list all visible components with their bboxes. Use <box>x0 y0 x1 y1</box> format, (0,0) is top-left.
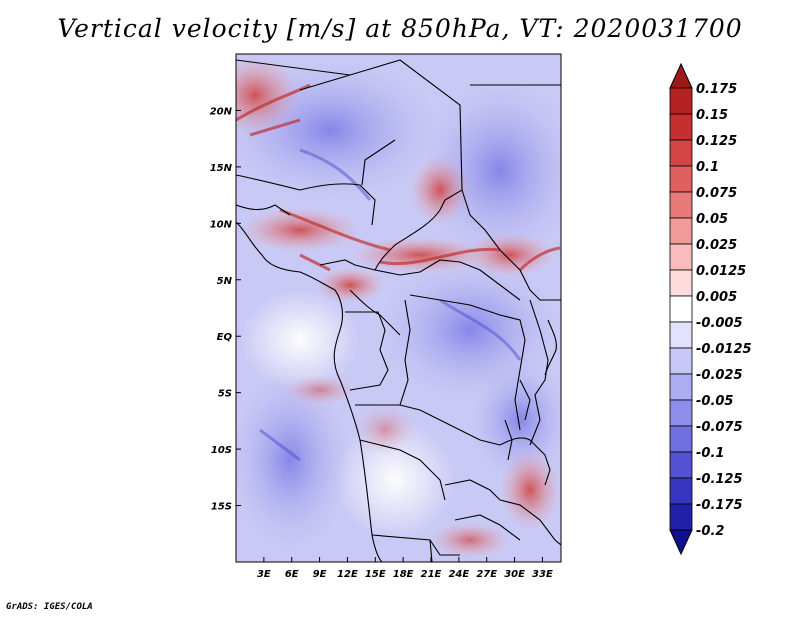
colorbar-label: 0.175 <box>696 82 737 97</box>
colorbar: 0.175 0.15 0.125 0.1 0.075 0.05 0.025 0.0125 0.0… <box>669 62 752 556</box>
colorbar-label: 0.1 <box>696 160 719 175</box>
colorbar-swatch <box>669 373 693 401</box>
map-frame <box>235 53 562 563</box>
lon-label: 15E <box>365 569 386 580</box>
lon-label: 3E <box>257 569 271 580</box>
colorbar-label: -0.2 <box>696 524 724 539</box>
colorbar-swatch <box>669 503 693 531</box>
colorbar-label: 0.05 <box>696 212 728 227</box>
colorbar-label: 0.0125 <box>696 264 746 279</box>
colorbar-label: 0.005 <box>696 290 737 305</box>
lon-label: 24E <box>448 569 469 580</box>
colorbar-swatch <box>669 477 693 505</box>
colorbar-label: 0.15 <box>696 108 728 123</box>
longitude-axis: 3E 6E 9E 12E 15E 18E 21E 24E 27E 30E 33E <box>257 557 553 580</box>
colorbar-swatch <box>669 217 693 245</box>
colorbar-swatch <box>669 243 693 271</box>
country-borders <box>236 59 561 562</box>
lon-label: 6E <box>285 569 299 580</box>
colorbar-swatch <box>669 165 693 193</box>
colorbar-swatch <box>669 113 693 141</box>
map-title: Vertical velocity [m/s] at 850hPa, VT: 2… <box>57 14 743 43</box>
colorbar-label: 0.075 <box>696 186 737 201</box>
colorbar-swatch <box>669 269 693 297</box>
colorbar-swatch <box>669 347 693 375</box>
colorbar-label: -0.005 <box>696 316 743 331</box>
colorbar-label: 0.125 <box>696 134 737 149</box>
colorbar-swatch <box>669 87 693 115</box>
colorbar-label: -0.025 <box>696 368 743 383</box>
grads-credit: GrADS: IGES/COLA <box>6 602 93 612</box>
lat-label: 10S <box>211 445 232 456</box>
lat-label: 5S <box>218 389 232 400</box>
velocity-field <box>236 54 561 562</box>
lat-label: 15N <box>210 163 233 174</box>
colorbar-label: -0.075 <box>696 420 743 435</box>
colorbar-swatch <box>669 425 693 453</box>
colorbar-swatch <box>669 321 693 349</box>
lon-label: 18E <box>393 569 414 580</box>
colorbar-swatch <box>669 451 693 479</box>
lon-label: 30E <box>504 569 525 580</box>
colorbar-swatch <box>669 295 693 323</box>
colorbar-label: -0.0125 <box>696 342 752 357</box>
lat-label: 20N <box>210 106 233 117</box>
colorbar-label: -0.125 <box>696 472 743 487</box>
lat-label: 15S <box>211 502 232 513</box>
colorbar-swatch <box>669 399 693 427</box>
lon-label: 27E <box>476 569 497 580</box>
colorbar-swatch <box>669 191 693 219</box>
lat-label: 5N <box>217 276 233 287</box>
lon-label: 12E <box>337 569 358 580</box>
colorbar-label: -0.175 <box>696 498 743 513</box>
colorbar-swatch <box>669 139 693 167</box>
colorbar-label: -0.1 <box>696 446 724 461</box>
lat-label: EQ <box>217 332 233 343</box>
colorbar-label: -0.05 <box>696 394 733 409</box>
colorbar-bottom-arrow <box>669 529 693 556</box>
latitude-axis: 20N 15N 10N 5N EQ 5S 10S 15S <box>210 106 241 513</box>
colorbar-label: 0.025 <box>696 238 737 253</box>
lat-label: 10N <box>210 219 233 230</box>
lon-label: 33E <box>532 569 553 580</box>
lon-label: 9E <box>313 569 327 580</box>
lon-label: 21E <box>421 569 442 580</box>
colorbar-top-arrow <box>669 62 693 89</box>
